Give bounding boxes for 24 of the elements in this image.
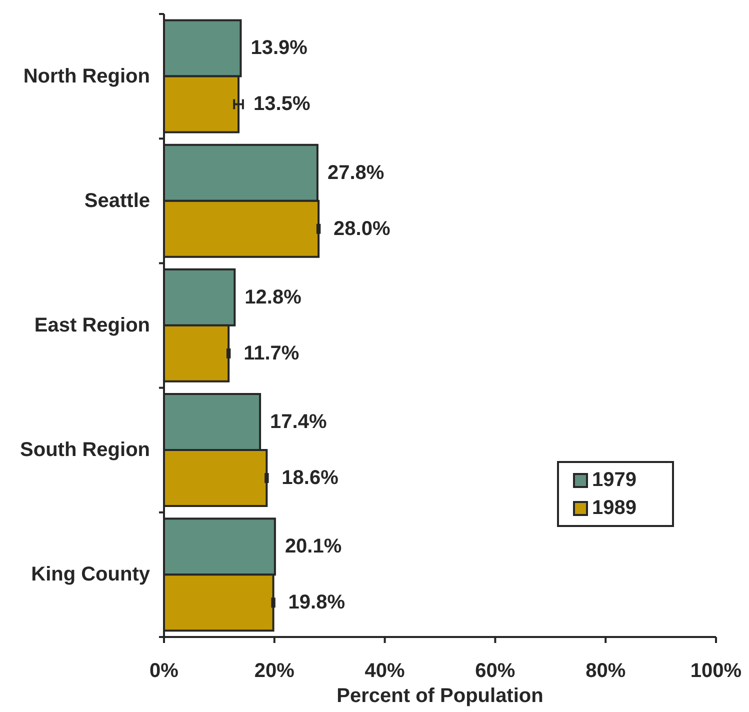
data-label: 13.9%: [250, 37, 308, 60]
y-tick-label: East Region: [34, 314, 150, 336]
y-tick-label: South Region: [20, 439, 150, 462]
legend-label: 1989: [592, 497, 636, 519]
x-axis-title: Percent of Population: [336, 685, 544, 707]
x-tick-label: 20%: [254, 660, 295, 682]
y-tick-label: North Region: [23, 65, 150, 88]
y-tick-label: Seattle: [84, 190, 150, 212]
x-tick-label: 100%: [690, 660, 742, 682]
data-label: 12.8%: [244, 286, 302, 308]
x-tick-label: 0%: [150, 660, 179, 682]
data-label: 19.8%: [288, 592, 346, 614]
x-tick-label: 40%: [364, 660, 406, 682]
data-label: 20.1%: [284, 536, 342, 558]
data-label: 28.0%: [334, 218, 390, 240]
data-label: 11.7%: [244, 342, 300, 364]
data-label: 17.4%: [270, 411, 327, 434]
data-label: 27.8%: [327, 162, 384, 184]
y-tick-label: King County: [31, 564, 151, 586]
legend-label: 1979: [592, 469, 636, 491]
data-label: 13.5%: [254, 93, 310, 116]
data-label: 18.6%: [282, 467, 339, 490]
x-tick-label: 60%: [475, 660, 516, 682]
x-tick-label: 80%: [586, 660, 626, 682]
